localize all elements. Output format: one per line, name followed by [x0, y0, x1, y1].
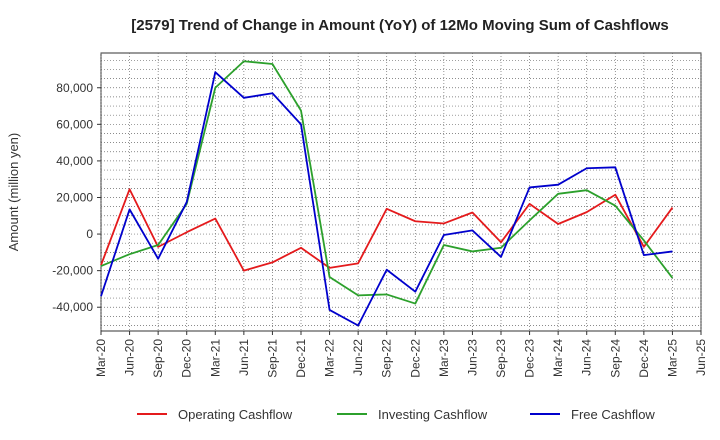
x-tick-label: Sep-22 — [380, 339, 394, 378]
x-tick-label: Sep-21 — [265, 339, 279, 378]
y-tick-label: 60,000 — [56, 117, 93, 131]
x-tick-label: Sep-23 — [494, 339, 508, 378]
x-tick-label: Dec-23 — [523, 339, 537, 378]
y-axis-label: Amount (million yen) — [6, 133, 21, 252]
y-tick-label: 80,000 — [56, 81, 93, 95]
legend: Operating Cashflow Investing Cashflow Free… — [137, 407, 655, 422]
x-tick-label: Dec-22 — [408, 339, 422, 378]
y-tick-label: 40,000 — [56, 154, 93, 168]
chart-title: [2579] Trend of Change in Amount (YoY) o… — [131, 17, 669, 34]
x-tick-label: Dec-24 — [637, 339, 651, 378]
x-tick-label: Mar-21 — [208, 339, 222, 377]
x-tick-label: Mar-25 — [665, 339, 679, 377]
legend-label: Investing Cashflow — [378, 407, 488, 422]
x-tick-label: Mar-22 — [323, 339, 337, 377]
y-tick-label: -20,000 — [52, 264, 93, 278]
plot-area — [100, 52, 702, 332]
plot-frame — [100, 52, 702, 332]
x-tick-label: Sep-20 — [151, 339, 165, 378]
x-tick-label: Jun-22 — [351, 339, 365, 376]
x-tick-label: Mar-24 — [551, 339, 565, 377]
y-tick-label: 20,000 — [56, 190, 93, 204]
legend-label: Free Cashflow — [571, 407, 655, 422]
series-lines — [100, 60, 674, 327]
y-tick-label: 0 — [86, 227, 93, 241]
x-tick-label: Jun-24 — [580, 339, 594, 376]
x-axis-ticks: Mar-20 Jun-20 Sep-20 Dec-20 Mar-21 Jun-21 Sep-… — [94, 331, 708, 378]
x-tick-label: Dec-20 — [180, 339, 194, 378]
investing-cashflow-line — [100, 60, 674, 305]
x-tick-label: Jun-21 — [237, 339, 251, 376]
x-tick-label: Mar-23 — [437, 339, 451, 377]
x-tick-label: Sep-24 — [608, 339, 622, 378]
y-tick-label: -40,000 — [52, 300, 93, 314]
legend-label: Operating Cashflow — [178, 407, 293, 422]
x-tick-label: Jun-25 — [694, 339, 708, 376]
y-axis-ticks: -40,000 -20,000 0 20,000 40,000 60,000 80,000 — [52, 81, 101, 314]
x-tick-label: Mar-20 — [94, 339, 108, 377]
x-tick-label: Jun-23 — [465, 339, 479, 376]
free-cashflow-line — [100, 71, 673, 327]
x-tick-label: Jun-20 — [123, 339, 137, 376]
operating-cashflow-line — [100, 188, 674, 272]
x-tick-label: Dec-21 — [294, 339, 308, 378]
